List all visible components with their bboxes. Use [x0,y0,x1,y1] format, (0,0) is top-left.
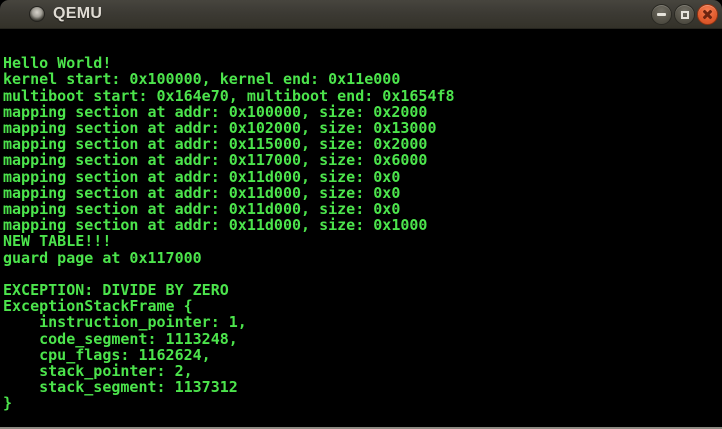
terminal-line: } [3,394,13,413]
close-button[interactable] [697,4,718,25]
window-bottom-edge [0,427,722,429]
terminal-line: Hello World! [3,54,112,73]
maximize-button[interactable] [674,4,695,25]
terminal-line [3,39,722,55]
terminal-line: mapping section at addr: 0x11d000, size:… [3,167,401,186]
terminal-line [3,266,722,282]
maximize-icon [680,10,689,19]
titlebar[interactable]: QEMU [0,0,722,29]
terminal-line: mapping section at addr: 0x11d000, size:… [3,216,428,235]
terminal-line: cpu_flags: 1162624, [3,345,211,364]
terminal-line: NEW TABLE!!! [3,232,112,251]
terminal-line: EXCEPTION: DIVIDE BY ZERO [3,281,229,300]
terminal-line: multiboot start: 0x164e70, multiboot end… [3,86,455,105]
terminal-line: mapping section at addr: 0x100000, size:… [3,102,428,121]
terminal-line: stack_segment: 1137312 [3,378,238,397]
terminal-line: mapping section at addr: 0x11d000, size:… [3,200,401,219]
terminal-line: ExceptionStackFrame { [3,297,193,316]
qemu-app-icon [30,7,44,21]
terminal-line: guard page at 0x117000 [3,248,202,267]
close-icon [702,9,713,20]
window-controls [651,4,718,25]
terminal-line: mapping section at addr: 0x115000, size:… [3,135,428,154]
terminal-line: mapping section at addr: 0x102000, size:… [3,119,437,137]
terminal-line: code_segment: 1113248, [3,329,238,348]
terminal-line: kernel start: 0x100000, kernel end: 0x11… [3,70,401,89]
terminal-line: stack_pointer: 2, [3,362,193,381]
terminal-line: instruction_pointer: 1, [3,313,247,332]
window-title: QEMU [53,5,103,22]
minimize-button[interactable] [651,4,672,25]
terminal-line: mapping section at addr: 0x117000, size:… [3,151,428,170]
terminal-line: mapping section at addr: 0x11d000, size:… [3,183,401,202]
terminal-screen[interactable]: Hello World! kernel start: 0x100000, kern… [0,29,722,427]
minimize-icon [657,13,666,16]
